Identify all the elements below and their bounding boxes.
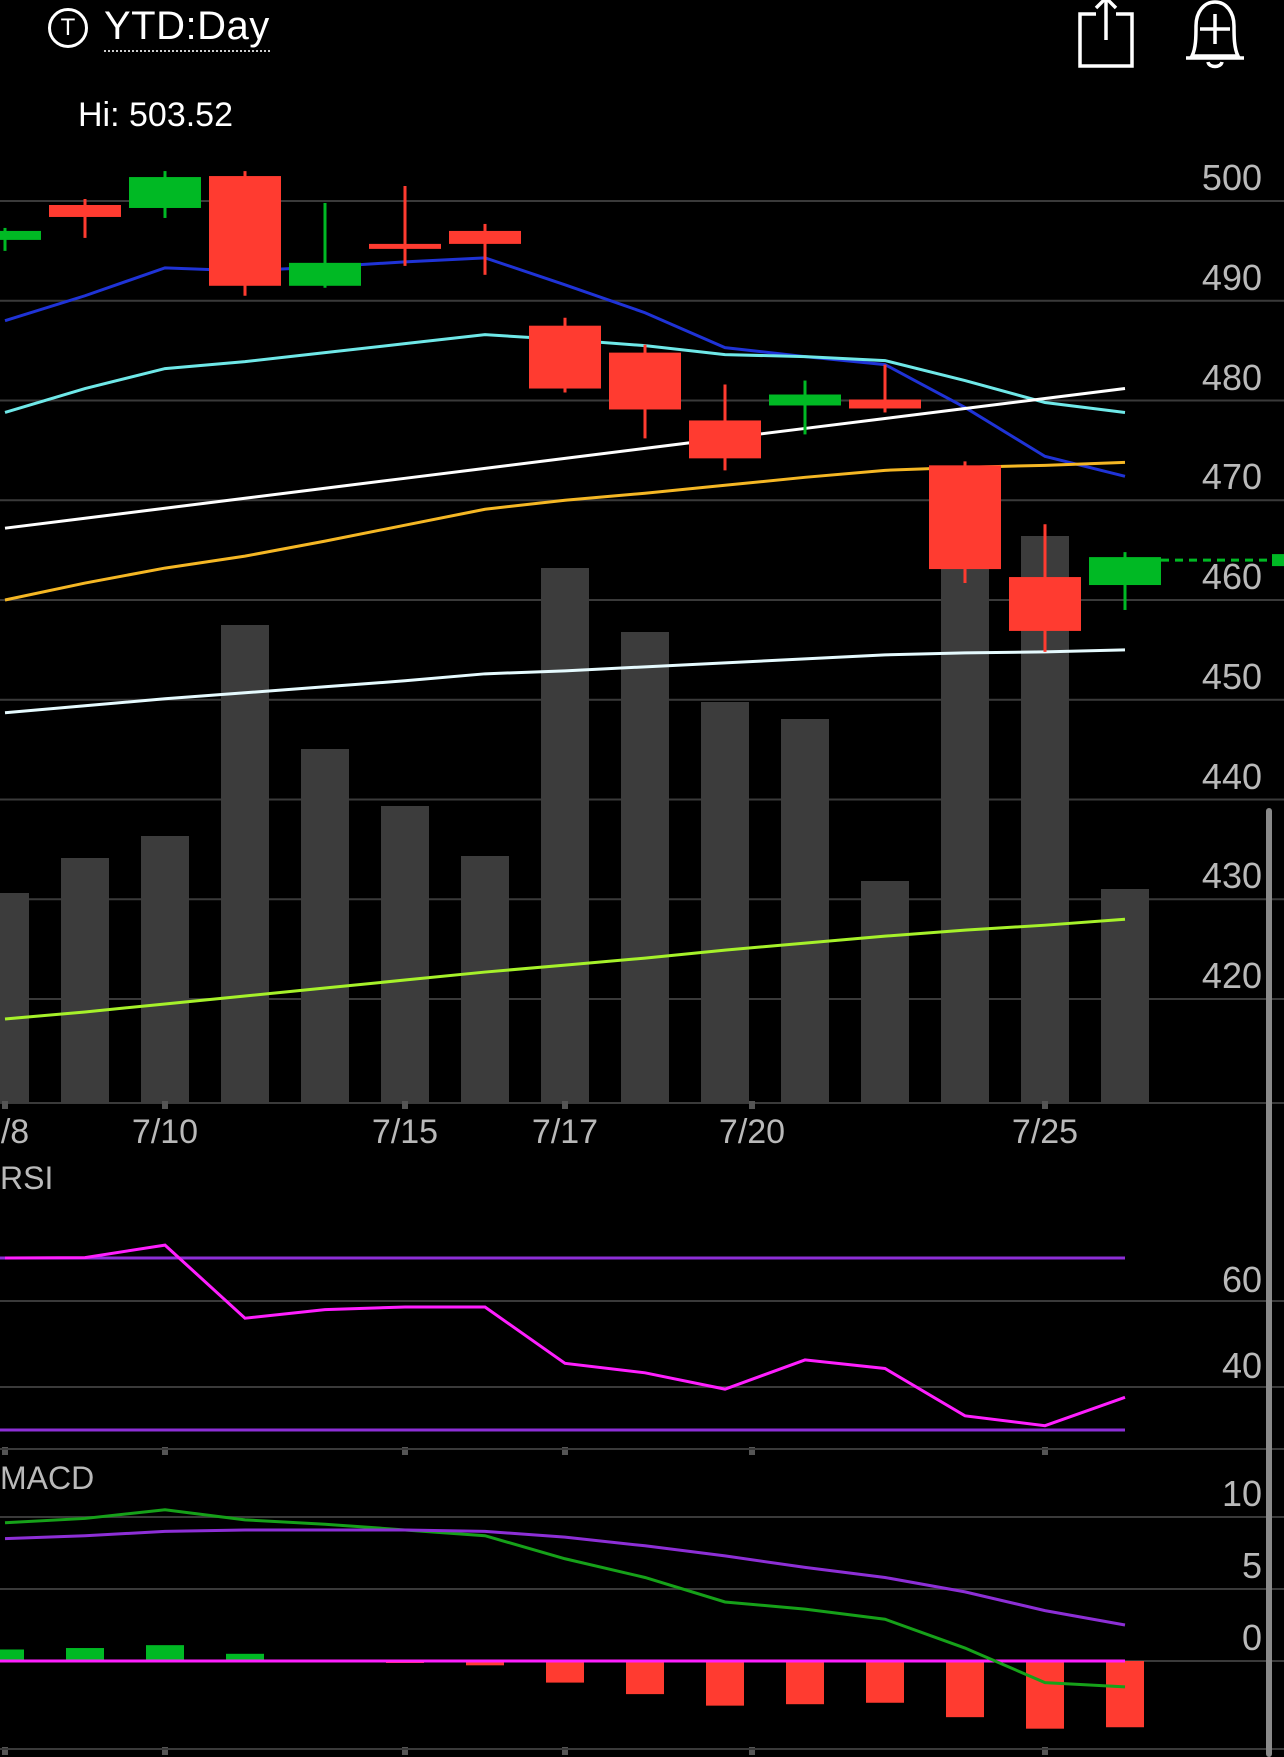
- ticker-badge-icon[interactable]: T: [48, 8, 88, 48]
- volume-bar: [541, 568, 589, 1103]
- share-icon[interactable]: [1076, 0, 1136, 70]
- volume-bar: [0, 893, 29, 1103]
- price-axis-label: 460: [1201, 556, 1262, 597]
- macd-histogram-bar: [466, 1661, 504, 1666]
- macd-histogram-bar: [226, 1653, 264, 1661]
- macd-histogram-bar: [0, 1649, 24, 1661]
- price-axis-label: 500: [1201, 157, 1262, 198]
- volume-bar: [61, 858, 109, 1103]
- macd-line: [4, 1508, 1126, 1689]
- volume-bar: [1101, 889, 1149, 1103]
- macd-signal-line: [4, 1528, 1126, 1627]
- volume-bar: [621, 632, 669, 1103]
- macd-histogram-bar: [66, 1648, 104, 1661]
- candle-body: [849, 399, 921, 409]
- candle-body: [209, 176, 281, 286]
- timeframe-selector[interactable]: YTD:Day: [104, 2, 270, 52]
- macd-histogram-bar: [546, 1661, 584, 1683]
- price-axis-label: 440: [1201, 755, 1262, 797]
- volume-bar: [861, 881, 909, 1103]
- volume-bar: [461, 856, 509, 1103]
- volume-bar: [141, 836, 189, 1103]
- date-axis-label: /8: [0, 1113, 30, 1151]
- price-axis-label: 480: [1201, 356, 1262, 398]
- macd-axis-label: 5: [1241, 1545, 1262, 1586]
- date-axis-label: 7/17: [531, 1113, 599, 1151]
- moving-average-line-3: [4, 387, 1126, 530]
- high-price-label: Hi: 503.52: [78, 96, 233, 134]
- last-price-marker: [1272, 554, 1284, 567]
- rsi-line: [4, 1243, 1126, 1428]
- macd-axis-label: 10: [1221, 1473, 1262, 1514]
- macd-histogram-bar: [866, 1661, 904, 1703]
- candle-body: [449, 230, 521, 244]
- volume-bar: [781, 719, 829, 1103]
- candle-body: [769, 394, 841, 406]
- macd-histogram-bar: [146, 1645, 184, 1661]
- macd-histogram-bar: [1026, 1661, 1064, 1729]
- macd-histogram-bar: [626, 1661, 664, 1695]
- macd-histogram-bar: [1106, 1661, 1144, 1728]
- candle-body: [1009, 577, 1081, 631]
- add-alert-icon[interactable]: [1180, 0, 1250, 72]
- candle-body: [689, 420, 761, 459]
- volume-bar: [381, 806, 429, 1103]
- volume-bar: [221, 625, 269, 1103]
- date-axis-label: 7/25: [1011, 1113, 1079, 1151]
- rsi-panel-title: RSI: [0, 1160, 54, 1196]
- price-axis-label: 420: [1201, 955, 1262, 996]
- candle-body: [529, 325, 601, 389]
- moving-average-line-6: [4, 917, 1126, 1021]
- macd-axis-label: 0: [1241, 1617, 1262, 1658]
- date-axis-label: 7/15: [371, 1113, 439, 1151]
- macd-histogram-bar: [706, 1661, 744, 1706]
- macd-histogram-bar: [946, 1661, 984, 1718]
- date-axis-label: 7/20: [718, 1113, 786, 1151]
- volume-bar: [941, 565, 989, 1103]
- price-axis-label: 450: [1201, 655, 1262, 697]
- candle-body: [129, 177, 201, 208]
- vertical-scrollbar[interactable]: [1266, 808, 1272, 1757]
- volume-bar: [301, 749, 349, 1103]
- candle-body: [289, 262, 361, 286]
- candle-body: [369, 243, 441, 249]
- candle-body: [929, 465, 1001, 570]
- rsi-axis-label: 60: [1221, 1259, 1262, 1300]
- volume-bar: [701, 702, 749, 1103]
- macd-histogram-bar: [786, 1661, 824, 1705]
- price-axis-label: 490: [1201, 256, 1262, 298]
- moving-average-line-1: [4, 256, 1126, 478]
- macd-panel-title: MACD: [0, 1460, 95, 1496]
- candle-body: [49, 204, 121, 217]
- date-axis-label: 7/10: [131, 1113, 199, 1151]
- rsi-axis-label: 40: [1221, 1345, 1262, 1386]
- price-axis-label: 430: [1201, 855, 1262, 897]
- price-axis-label: 470: [1201, 456, 1262, 498]
- moving-average-line-5: [4, 648, 1126, 715]
- candle-body: [609, 352, 681, 410]
- candle-body: [1089, 557, 1161, 586]
- candle-body: [0, 230, 41, 240]
